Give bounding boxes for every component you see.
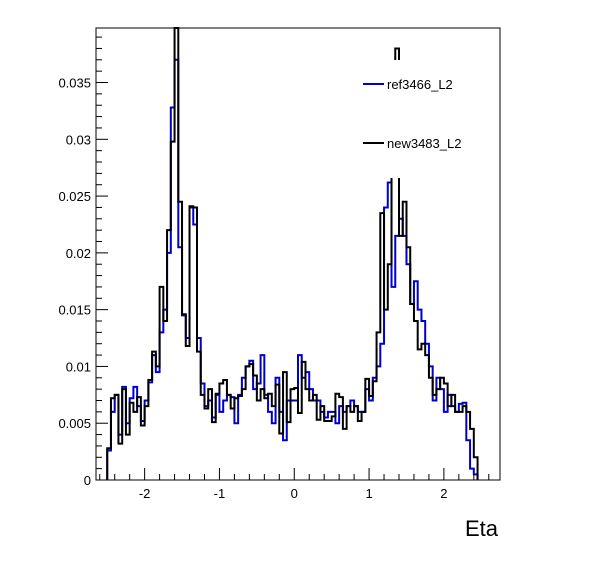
x-tick-label: -2 bbox=[139, 486, 151, 501]
legend-box bbox=[358, 60, 472, 178]
x-axis: -2 -1 0 1 2 bbox=[99, 468, 490, 501]
y-tick-label: 0.005 bbox=[58, 416, 91, 431]
x-tick-label: -1 bbox=[214, 486, 226, 501]
y-tick-label: 0.03 bbox=[66, 132, 91, 147]
series-layer bbox=[106, 27, 479, 480]
series-line-new bbox=[106, 27, 479, 480]
x-axis-title: Eta bbox=[465, 516, 499, 541]
y-tick-label: 0.015 bbox=[58, 303, 91, 318]
y-tick-label: 0.02 bbox=[66, 246, 91, 261]
y-tick-label: 0.025 bbox=[58, 189, 91, 204]
x-tick-label: 1 bbox=[365, 486, 372, 501]
x-tick-label: 2 bbox=[440, 486, 447, 501]
legend-label-new: new3483_L2 bbox=[387, 136, 461, 151]
legend: ref3466_L2 new3483_L2 bbox=[358, 60, 472, 178]
y-tick-label: 0 bbox=[84, 473, 91, 488]
x-tick-label: 0 bbox=[291, 486, 298, 501]
legend-label-ref: ref3466_L2 bbox=[387, 77, 453, 92]
y-tick-label: 0.035 bbox=[58, 76, 91, 91]
plot-frame bbox=[95, 27, 501, 481]
y-tick-label: 0.01 bbox=[66, 359, 91, 374]
y-axis: 0 0.005 0.01 0.015 0.02 0.025 0.03 0.035 bbox=[58, 36, 108, 488]
